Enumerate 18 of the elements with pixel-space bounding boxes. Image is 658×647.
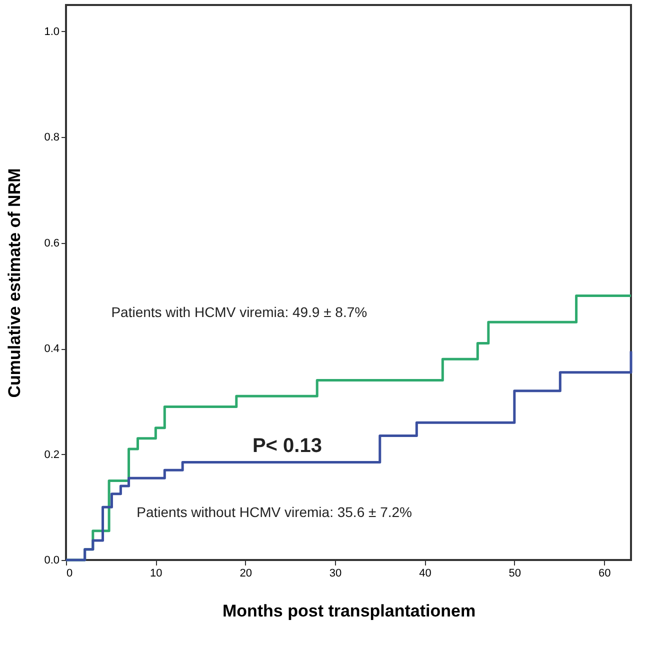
y-tick-label: 1.0 xyxy=(44,26,60,38)
y-tick-label: 0.8 xyxy=(44,132,60,144)
y-tick-label: 0.4 xyxy=(44,343,60,356)
x-tick-label: 40 xyxy=(419,568,432,580)
y-tick-label: 0.6 xyxy=(44,237,60,250)
annotation: P< 0.13 xyxy=(252,435,322,458)
x-axis-title: Months post transplantationem xyxy=(222,602,476,620)
annotation: Patients without HCMV viremia: 35.6 ± 7.2% xyxy=(136,504,412,520)
y-tick-label: 0.2 xyxy=(44,448,60,461)
x-tick-label: 50 xyxy=(508,568,522,580)
y-axis-title: Cumulative estimate of NRM xyxy=(5,168,24,398)
x-tick-label: 20 xyxy=(240,568,252,580)
annotation: Patients with HCMV viremia: 49.9 ± 8.7% xyxy=(111,304,368,320)
y-tick-label: 0.0 xyxy=(44,554,60,566)
x-tick-label: 0 xyxy=(66,568,73,580)
x-tick-label: 10 xyxy=(150,568,162,580)
x-tick-label: 60 xyxy=(598,568,611,580)
x-tick-label: 30 xyxy=(329,568,342,580)
